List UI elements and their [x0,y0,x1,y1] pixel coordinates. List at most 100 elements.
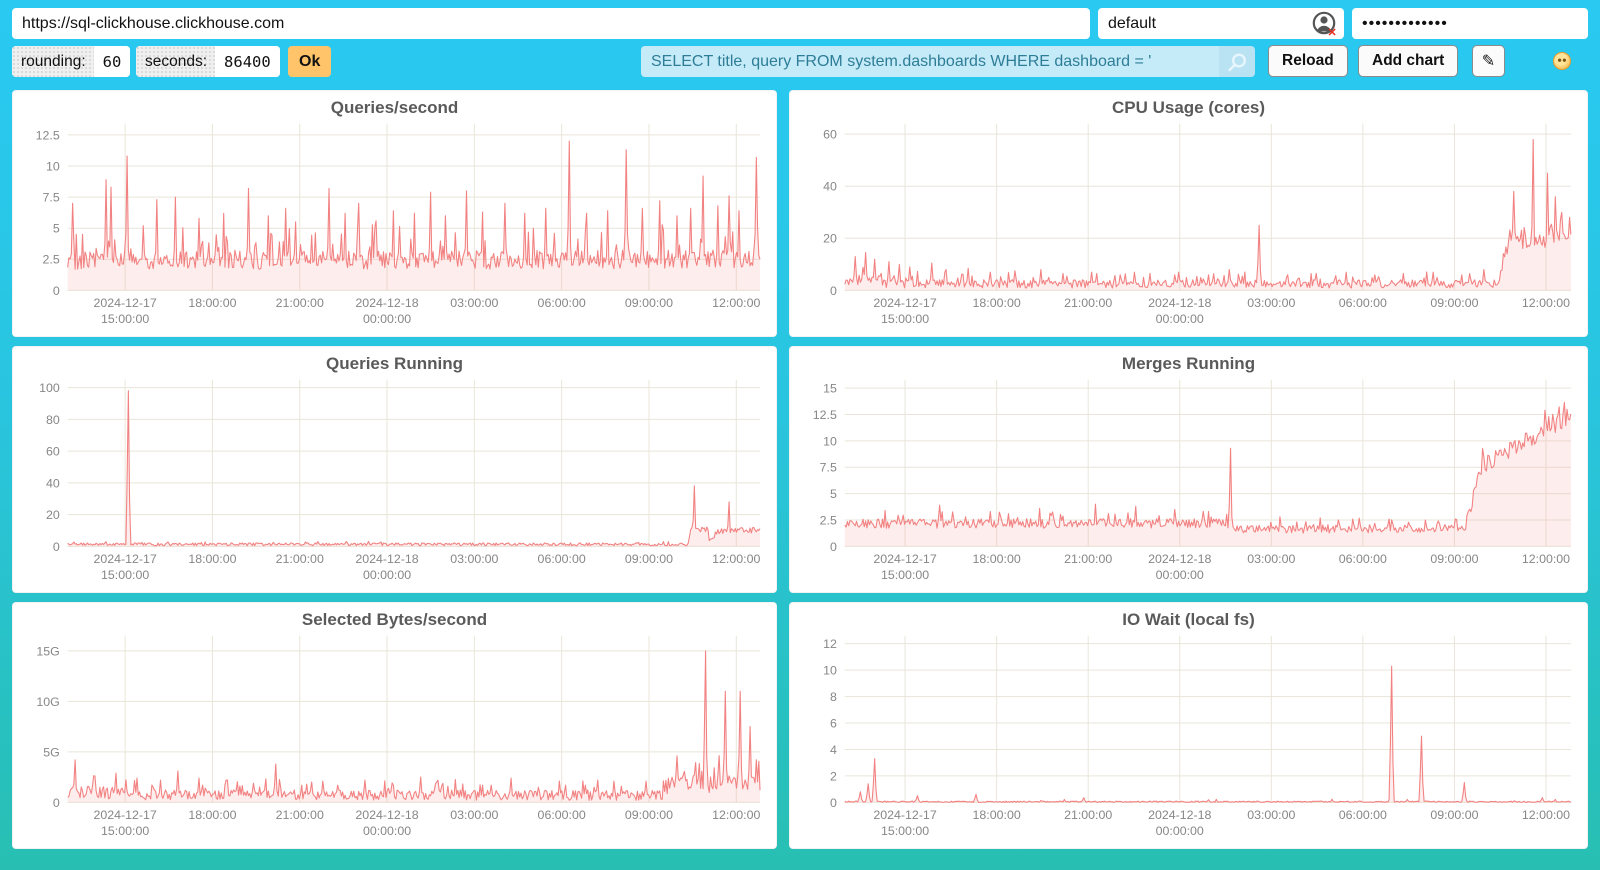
user-input[interactable] [1098,8,1344,39]
svg-text:18:00:00: 18:00:00 [188,552,236,566]
seconds-label: seconds: [136,46,216,77]
svg-text:7.5: 7.5 [820,461,837,475]
svg-text:2024-12-18: 2024-12-18 [355,808,418,822]
svg-text:0: 0 [830,540,837,554]
add-chart-button[interactable]: Add chart [1358,45,1459,77]
svg-text:12:00:00: 12:00:00 [712,296,760,310]
svg-text:4: 4 [830,743,837,757]
svg-text:06:00:00: 06:00:00 [1339,296,1387,310]
svg-text:2024-12-17: 2024-12-17 [93,808,156,822]
svg-text:00:00:00: 00:00:00 [363,568,411,582]
svg-text:09:00:00: 09:00:00 [1430,296,1478,310]
svg-text:03:00:00: 03:00:00 [1247,808,1295,822]
chart-card-merges-running: Merges Running 0 2.5 5 7.5 10 12.5 15 2024-12-1… [789,346,1588,593]
password-input[interactable] [1352,8,1588,39]
svg-text:00:00:00: 00:00:00 [363,312,411,326]
chart-canvas-cpu-usage[interactable]: 0 20 40 60 2024-12-17 15:00:00 18:00:00 21:00:0… [790,91,1587,336]
chart-card-io-wait: IO Wait (local fs) 0 2 4 6 8 10 12 2024-12-17 15… [789,602,1588,849]
edit-mode-button[interactable]: ✎ [1472,45,1505,77]
dashboard-query-input[interactable] [641,46,1219,77]
svg-text:00:00:00: 00:00:00 [1156,824,1204,838]
svg-text:15:00:00: 15:00:00 [101,568,149,582]
svg-text:21:00:00: 21:00:00 [1064,552,1112,566]
user-field-wrap: ✕ [1098,8,1344,39]
svg-text:12:00:00: 12:00:00 [1522,552,1570,566]
rounding-value-input[interactable]: 60 [93,46,131,77]
svg-text:00:00:00: 00:00:00 [363,824,411,838]
chart-title: Queries Running [326,354,463,373]
svg-text:2024-12-18: 2024-12-18 [1148,296,1211,310]
svg-text:2024-12-17: 2024-12-17 [93,552,156,566]
user-auth-failed-icon: ✕ [1312,11,1337,36]
chart-title: Queries/second [330,98,459,117]
svg-text:0: 0 [830,796,837,810]
svg-text:09:00:00: 09:00:00 [625,296,673,310]
svg-text:18:00:00: 18:00:00 [188,808,236,822]
svg-text:2024-12-17: 2024-12-17 [873,552,936,566]
ok-button[interactable]: Ok [288,46,332,77]
pencil-icon: ✎ [1481,53,1496,70]
svg-text:5: 5 [53,222,60,236]
svg-text:21:00:00: 21:00:00 [1064,808,1112,822]
charts-grid: Queries/second 0 2.5 5 7.5 10 12.5 2024-12-17 1… [12,90,1588,849]
chart-title: CPU Usage (cores) [1111,98,1266,117]
dark-theme-toggle[interactable] [1512,48,1538,74]
svg-text:09:00:00: 09:00:00 [625,552,673,566]
chart-card-cpu-usage: CPU Usage (cores) 0 20 40 60 2024-12-17 15:00… [789,90,1588,337]
svg-text:12:00:00: 12:00:00 [1522,808,1570,822]
chart-canvas-selected-bytes[interactable]: 0 5G 10G 15G 2024-12-17 15:00:00 18:00:00 21:00… [13,603,776,848]
svg-text:5G: 5G [43,745,60,759]
rounding-label: rounding: [12,46,94,77]
svg-text:20: 20 [823,232,837,246]
svg-text:18:00:00: 18:00:00 [973,296,1021,310]
svg-text:5: 5 [830,487,837,501]
svg-text:15: 15 [823,382,837,396]
reload-button[interactable]: Reload [1268,45,1348,77]
svg-text:09:00:00: 09:00:00 [1430,808,1478,822]
svg-text:✕: ✕ [1328,27,1337,36]
chart-canvas-merges-running[interactable]: 0 2.5 5 7.5 10 12.5 15 2024-12-17 15:00:00 18:00:… [790,347,1587,592]
svg-text:18:00:00: 18:00:00 [973,552,1021,566]
svg-text:8: 8 [830,690,837,704]
svg-text:2024-12-17: 2024-12-17 [873,808,936,822]
svg-text:2024-12-18: 2024-12-18 [355,296,418,310]
chart-canvas-queries-running[interactable]: 0 20 40 60 80 100 2024-12-17 15:00:00 18:00:00 21… [13,347,776,592]
svg-text:18:00:00: 18:00:00 [973,808,1021,822]
svg-text:0: 0 [53,796,60,810]
svg-text:09:00:00: 09:00:00 [1430,552,1478,566]
light-theme-toggle[interactable] [1549,48,1575,74]
svg-text:10: 10 [46,159,60,173]
server-url-input[interactable] [12,8,1090,39]
svg-text:18:00:00: 18:00:00 [188,296,236,310]
svg-text:15:00:00: 15:00:00 [881,824,929,838]
svg-text:21:00:00: 21:00:00 [276,808,324,822]
svg-text:2.5: 2.5 [820,513,837,527]
svg-text:40: 40 [823,180,837,194]
svg-text:03:00:00: 03:00:00 [1247,296,1295,310]
magnifier-icon [1228,52,1247,71]
svg-text:7.5: 7.5 [43,191,60,205]
seconds-value-input[interactable]: 86400 [215,46,280,77]
chart-card-queries-per-second: Queries/second 0 2.5 5 7.5 10 12.5 2024-12-17 1… [12,90,777,337]
svg-text:12.5: 12.5 [813,408,837,422]
svg-text:2: 2 [830,769,837,783]
svg-text:12.5: 12.5 [36,128,60,142]
search-button[interactable] [1219,46,1255,77]
svg-text:2024-12-18: 2024-12-18 [1148,808,1211,822]
svg-text:2024-12-17: 2024-12-17 [93,296,156,310]
svg-text:2.5: 2.5 [43,253,60,267]
chart-canvas-io-wait[interactable]: 0 2 4 6 8 10 12 2024-12-17 15:00:00 18:00:00 21:00… [790,603,1587,848]
chart-title: IO Wait (local fs) [1122,610,1255,629]
chart-title: Merges Running [1121,354,1256,373]
svg-text:15:00:00: 15:00:00 [881,312,929,326]
chart-canvas-queries-per-second[interactable]: 0 2.5 5 7.5 10 12.5 2024-12-17 15:00:00 18:00:00… [13,91,776,336]
svg-text:06:00:00: 06:00:00 [538,808,586,822]
svg-text:06:00:00: 06:00:00 [538,552,586,566]
svg-text:2024-12-18: 2024-12-18 [355,552,418,566]
svg-text:03:00:00: 03:00:00 [1247,552,1295,566]
svg-text:80: 80 [46,413,60,427]
svg-text:12:00:00: 12:00:00 [1522,296,1570,310]
svg-text:00:00:00: 00:00:00 [1156,312,1204,326]
svg-text:20: 20 [46,508,60,522]
